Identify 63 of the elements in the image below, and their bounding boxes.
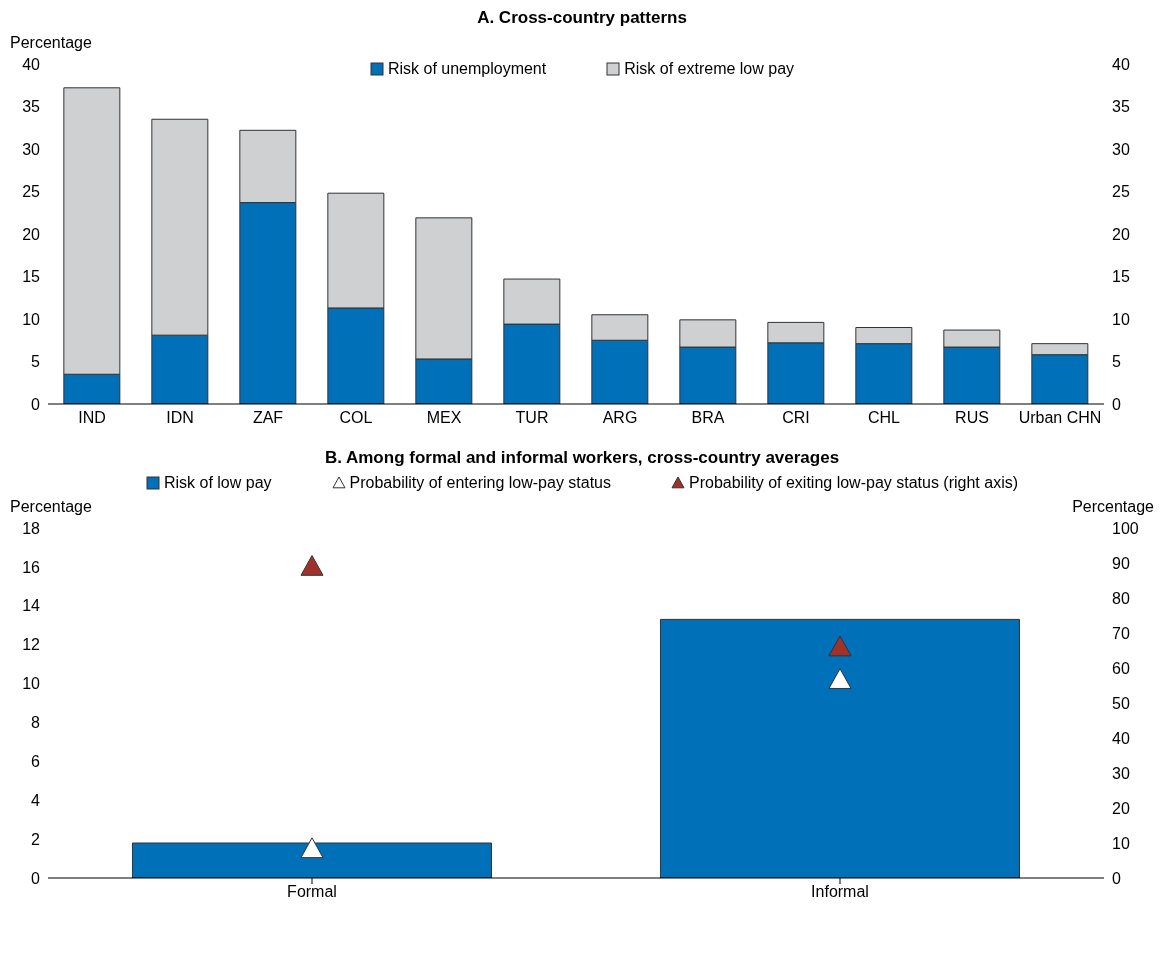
- y-tick-label: 15: [22, 268, 41, 286]
- y2-tick-label: 35: [1112, 98, 1130, 116]
- y-tick-label: 8: [31, 714, 41, 732]
- y2-tick-label: 90: [1112, 554, 1130, 572]
- y-axis-title: Percentage: [9, 498, 92, 517]
- y-tick-label: 40: [22, 55, 41, 73]
- y2-tick-label: 20: [1112, 225, 1130, 243]
- y-tick-label: 14: [22, 597, 41, 615]
- y-tick-label: 18: [22, 519, 41, 537]
- y-axis-title: Percentage: [9, 34, 92, 53]
- y2-tick-label: 60: [1112, 659, 1130, 677]
- y2-tick-label: 100: [1112, 519, 1139, 537]
- chart-title: A. Cross-country patterns: [476, 8, 688, 29]
- y2-tick-label: 0: [1112, 869, 1121, 887]
- y2-tick-label: 50: [1112, 694, 1130, 712]
- y-tick-label: 12: [22, 636, 41, 654]
- y2-tick-label: 70: [1112, 624, 1130, 642]
- x-tick-label: MEX: [426, 409, 462, 427]
- y-tick-label: 2: [31, 830, 41, 848]
- x-tick-label: TUR: [515, 409, 549, 427]
- legend-label: Probability of exiting low-pay status (right axis): [688, 474, 1019, 492]
- x-tick-label: ZAF: [252, 409, 284, 427]
- y2-tick-label: 10: [1112, 310, 1130, 328]
- x-tick-label: Urban CHN: [1018, 409, 1102, 427]
- y2-tick-label: 40: [1112, 55, 1130, 73]
- x-tick-label: Informal: [811, 883, 869, 901]
- y-tick-label: 6: [31, 753, 41, 771]
- y2-tick-label: 10: [1112, 834, 1130, 852]
- y-tick-label: 10: [22, 675, 41, 693]
- y2-tick-label: 80: [1112, 589, 1130, 607]
- y-tick-label: 35: [22, 98, 41, 116]
- y2-axis-title: Percentage: [1072, 498, 1155, 517]
- y-tick-label: 10: [22, 310, 41, 328]
- chart-title: B. Among formal and informal workers, cross-country averages: [323, 448, 841, 469]
- y-tick-label: 20: [22, 225, 41, 243]
- legend-label: Risk of low pay: [162, 474, 272, 492]
- x-tick-label: BRA: [691, 409, 725, 427]
- y2-tick-label: 20: [1112, 799, 1130, 817]
- y2-tick-label: 0: [1112, 395, 1121, 413]
- x-tick-label: CHL: [867, 409, 901, 427]
- legend-label: Risk of unemployment: [386, 60, 547, 78]
- x-tick-label: Formal: [287, 883, 337, 901]
- y-tick-label: 5: [31, 353, 41, 371]
- y-tick-label: 30: [22, 140, 41, 158]
- x-tick-label: CRI: [782, 409, 810, 427]
- y2-tick-label: 15: [1112, 268, 1130, 286]
- legend-label: Probability of entering low-pay status: [348, 474, 612, 492]
- x-tick-label: RUS: [955, 409, 989, 427]
- legend-label: Risk of extreme low pay: [623, 60, 795, 78]
- y-tick-label: 25: [22, 183, 41, 201]
- y2-tick-label: 5: [1112, 353, 1121, 371]
- y-tick-label: 0: [31, 395, 41, 413]
- y-tick-label: 16: [22, 558, 41, 576]
- y-tick-label: 4: [31, 791, 41, 809]
- y2-tick-label: 30: [1112, 764, 1130, 782]
- y2-tick-label: 25: [1112, 183, 1130, 201]
- y2-tick-label: 30: [1112, 140, 1130, 158]
- y-tick-label: 0: [31, 869, 41, 887]
- y2-tick-label: 40: [1112, 729, 1130, 747]
- x-tick-label: COL: [339, 409, 373, 427]
- x-tick-label: ARG: [602, 409, 638, 427]
- x-tick-label: IDN: [166, 409, 194, 427]
- x-tick-label: IND: [78, 409, 106, 427]
